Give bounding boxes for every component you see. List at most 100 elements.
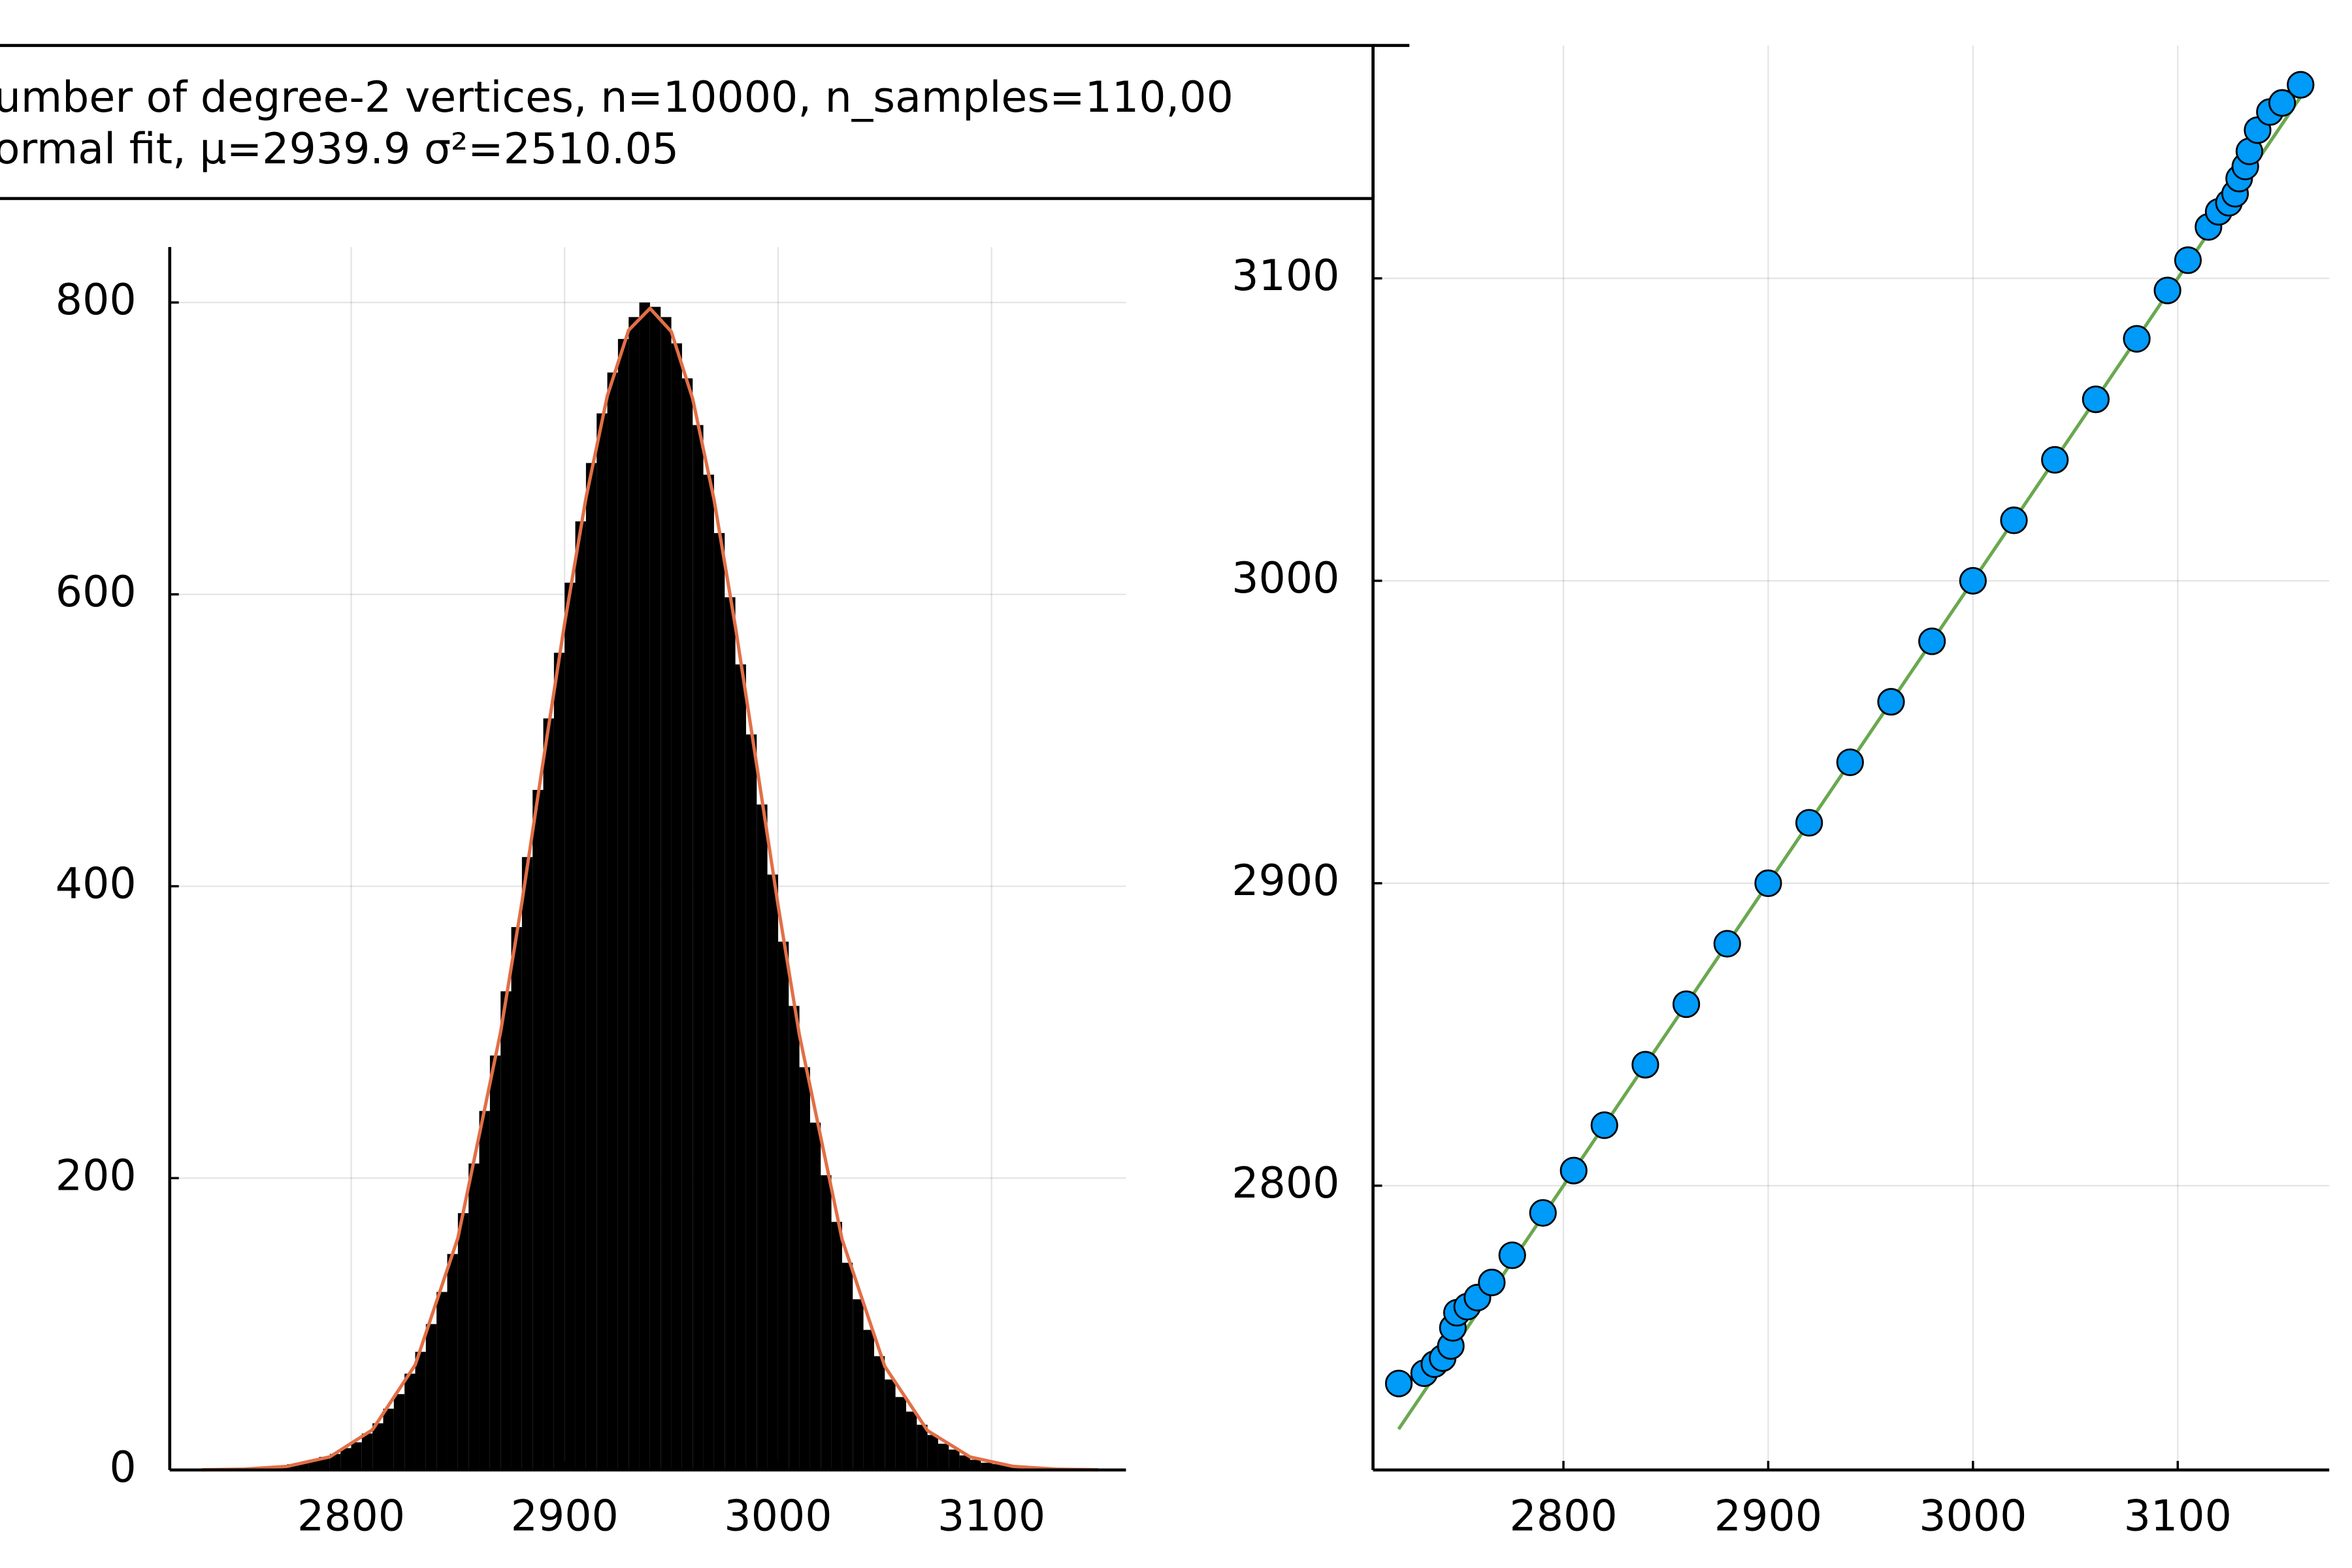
x-tick-label: 3000	[1919, 1492, 2027, 1541]
point	[2041, 446, 2069, 474]
bar	[564, 582, 576, 1470]
x-tick-label: 2800	[297, 1492, 405, 1541]
point	[2174, 246, 2202, 274]
bar	[383, 1409, 394, 1470]
point	[1590, 1111, 1618, 1139]
bar	[735, 664, 746, 1470]
point	[1631, 1051, 1659, 1079]
bar	[863, 1330, 874, 1470]
y-tick-label: 0	[109, 1443, 136, 1492]
bar	[895, 1397, 906, 1470]
bar	[970, 1460, 981, 1470]
x-tick-label: 2800	[1509, 1492, 1617, 1541]
bar	[841, 1262, 853, 1470]
x-tick-label: 3100	[2124, 1492, 2232, 1541]
bar	[361, 1433, 373, 1470]
bar	[447, 1254, 458, 1470]
point	[2268, 89, 2296, 117]
bar	[511, 927, 522, 1470]
bar	[917, 1424, 928, 1470]
bar	[585, 463, 597, 1470]
bar	[287, 1464, 298, 1470]
y-tick-label: 3100	[1232, 252, 1339, 301]
bar	[553, 653, 565, 1470]
point	[2153, 276, 2181, 304]
bar	[479, 1111, 490, 1470]
bar	[853, 1299, 864, 1470]
bar	[927, 1435, 938, 1470]
bar	[457, 1213, 469, 1470]
bar	[404, 1373, 416, 1470]
legend-label: ormal fit, μ=2939.9 σ²=2510.05	[0, 125, 679, 174]
bar	[725, 597, 736, 1470]
y-tick-label: 800	[56, 276, 137, 325]
x-tick-label: 2900	[511, 1492, 619, 1541]
bar	[425, 1324, 437, 1470]
point	[1478, 1268, 1506, 1297]
bar	[757, 804, 768, 1470]
bar	[340, 1448, 351, 1470]
bar	[351, 1442, 362, 1470]
bar	[745, 734, 757, 1470]
y-tick-label: 200	[56, 1151, 137, 1200]
plot-area: 0 200 400 600 800 2800 2900 3000 3100	[56, 247, 1126, 1541]
point	[2000, 506, 2028, 534]
bar	[617, 338, 629, 1470]
bar	[649, 306, 661, 1470]
y-tick-label: 2800	[1232, 1159, 1339, 1208]
bar	[500, 991, 512, 1470]
bar	[959, 1455, 970, 1470]
bar	[906, 1411, 917, 1470]
bar	[681, 378, 693, 1470]
point	[2082, 385, 2110, 414]
bar	[532, 790, 544, 1470]
point	[1384, 1369, 1413, 1397]
point	[1529, 1199, 1557, 1227]
bar	[703, 474, 714, 1470]
bar	[671, 343, 682, 1470]
bar	[949, 1449, 960, 1470]
bar	[981, 1462, 992, 1470]
point	[1836, 748, 1864, 776]
bar	[777, 941, 789, 1470]
bar	[575, 521, 586, 1470]
bar	[809, 1122, 821, 1470]
bar	[799, 1067, 810, 1470]
point	[1754, 869, 1782, 898]
point	[1918, 627, 1946, 655]
bar	[489, 1055, 501, 1470]
bar	[607, 372, 618, 1470]
bar	[661, 317, 672, 1470]
bar	[372, 1423, 384, 1470]
point	[1560, 1156, 1588, 1184]
point	[1959, 566, 1987, 595]
plot-area: 2800 2900 3000 3100 2800 2900 3000 3100	[1232, 45, 2330, 1541]
point	[2123, 325, 2151, 353]
y-tick-label: 400	[56, 860, 137, 909]
bar	[938, 1443, 949, 1470]
bar	[415, 1352, 426, 1470]
bar	[821, 1175, 832, 1470]
line	[201, 306, 1099, 1472]
point	[1672, 990, 1701, 1019]
bar	[329, 1454, 341, 1470]
y-tick-label: 2900	[1232, 857, 1339, 906]
bar	[991, 1464, 1002, 1470]
point	[1713, 930, 1741, 958]
bar	[639, 302, 650, 1470]
point	[2287, 71, 2315, 99]
bar	[767, 874, 778, 1470]
bar	[297, 1462, 309, 1470]
bar	[885, 1379, 896, 1470]
bar	[393, 1394, 405, 1470]
y-tick-label: 3000	[1232, 554, 1339, 603]
bar	[874, 1356, 885, 1470]
legend-label: umber of degree-2 vertices, n=10000, n_s…	[0, 73, 1233, 122]
bar	[713, 532, 725, 1470]
legend: umber of degree-2 vertices, n=10000, n_s…	[0, 44, 1410, 201]
bar	[543, 718, 554, 1470]
y-tick-label: 600	[56, 568, 137, 617]
point	[1877, 688, 1905, 716]
